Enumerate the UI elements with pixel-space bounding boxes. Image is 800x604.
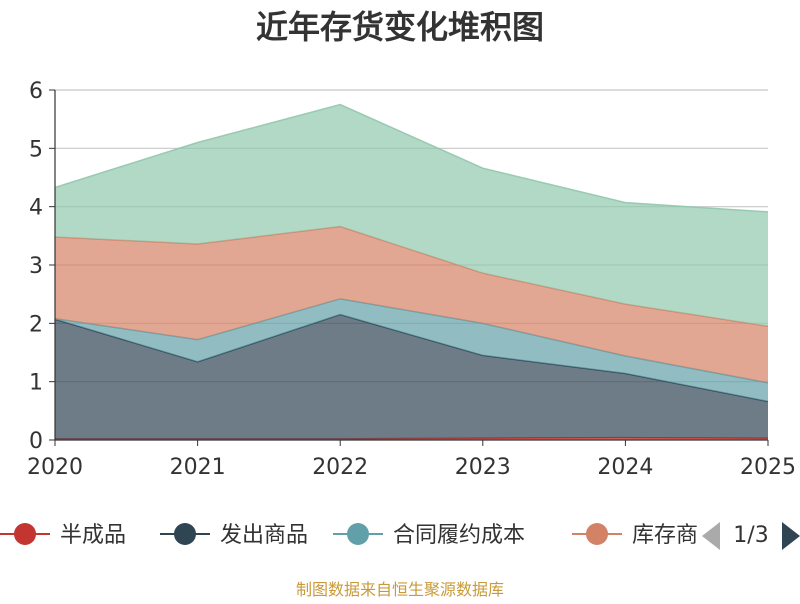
legend-item-3[interactable]: 库存商 <box>572 523 698 548</box>
y-tick-label: 4 <box>29 196 43 221</box>
legend-circle-icon <box>347 523 369 545</box>
legend-prev-icon[interactable] <box>702 522 720 550</box>
legend-label: 发出商品 <box>220 523 308 548</box>
y-tick-label: 3 <box>29 254 43 279</box>
legend-page-indicator: 1/3 <box>733 523 768 548</box>
x-tick-label: 2022 <box>312 455 368 480</box>
legend-next-icon[interactable] <box>782 522 800 550</box>
x-tick-label: 2020 <box>27 455 83 480</box>
legend-label: 半成品 <box>60 523 126 548</box>
y-tick-label: 1 <box>29 371 43 396</box>
data-source-note: 制图数据来自恒生聚源数据库 <box>296 580 504 599</box>
area-series-3[interactable] <box>55 226 768 383</box>
area-series-4[interactable] <box>55 104 768 327</box>
area-series-2[interactable] <box>55 298 768 402</box>
legend[interactable]: 半成品 发出商品 合同履约成本 库存商 1/3 <box>0 522 800 550</box>
y-tick-label: 6 <box>29 79 43 104</box>
chart-title: 近年存货变化堆积图 <box>256 8 544 46</box>
y-tick-label: 0 <box>29 429 43 454</box>
legend-item-2[interactable]: 合同履约成本 <box>333 523 525 548</box>
x-tick-label: 2021 <box>170 455 226 480</box>
x-tick-label: 2023 <box>455 455 511 480</box>
x-tick-label: 2025 <box>740 455 796 480</box>
legend-circle-icon <box>14 523 36 545</box>
legend-item-0[interactable]: 半成品 <box>0 523 126 548</box>
y-tick-label: 2 <box>29 312 43 337</box>
series-line-4 <box>54 103 769 213</box>
legend-circle-icon <box>174 523 196 545</box>
legend-label: 库存商 <box>632 523 698 548</box>
legend-circle-icon <box>586 523 608 545</box>
legend-item-1[interactable]: 发出商品 <box>160 523 308 548</box>
x-tick-label: 2024 <box>597 455 653 480</box>
y-tick-label: 5 <box>29 137 43 162</box>
area-series-layer <box>54 103 769 440</box>
legend-label: 合同履约成本 <box>393 523 525 548</box>
axes: 0 1 2 3 4 5 6 2020 2021 2022 2023 2024 2025 <box>27 79 796 480</box>
area-series-1[interactable] <box>55 314 768 439</box>
